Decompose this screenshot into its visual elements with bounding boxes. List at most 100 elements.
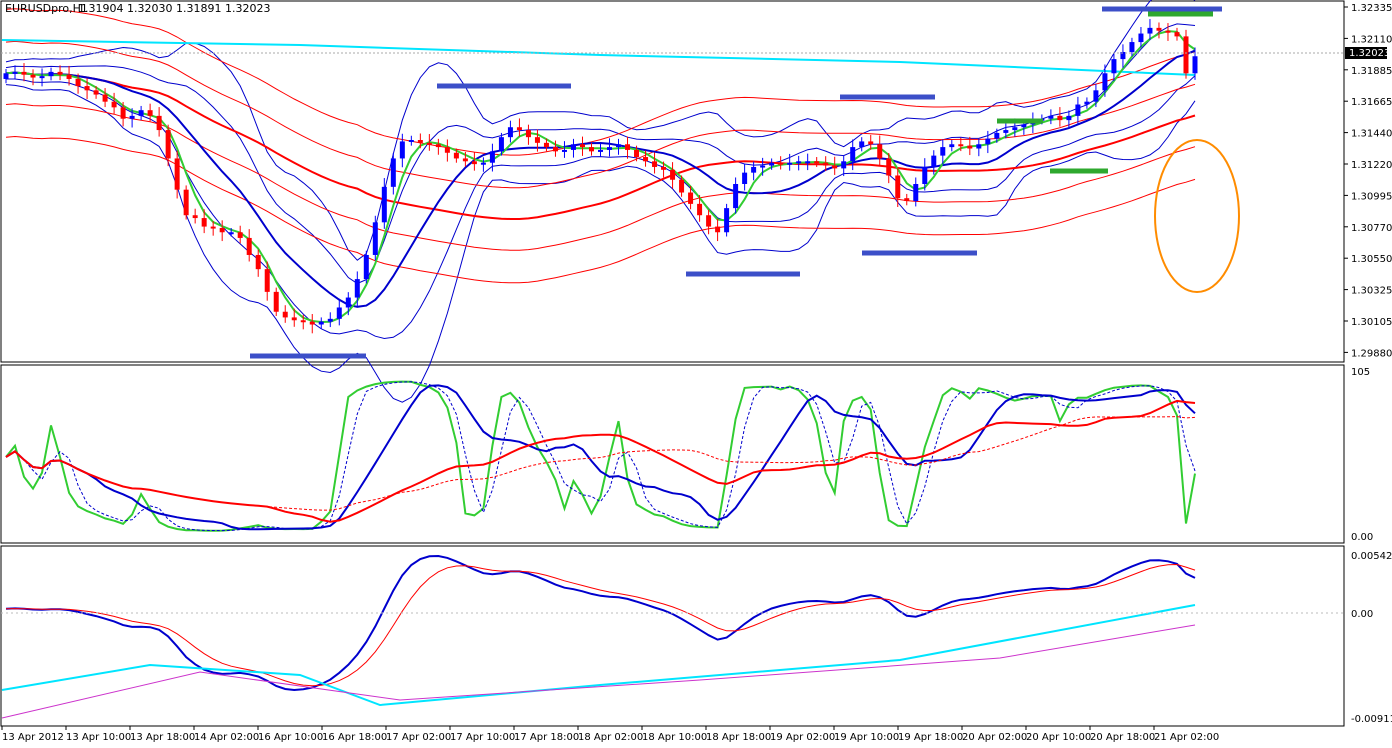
candle-body bbox=[1057, 115, 1063, 121]
macd-panel[interactable] bbox=[0, 545, 1345, 727]
candle-body bbox=[1075, 104, 1081, 116]
date-tick-label: 18 Apr 02:00 bbox=[578, 732, 643, 743]
stoch-long-signal bbox=[5, 416, 1196, 511]
candle-body bbox=[679, 179, 685, 193]
candle-body bbox=[246, 237, 252, 255]
candle-body bbox=[291, 317, 297, 321]
candle-body bbox=[607, 147, 613, 150]
stoch-axis-top: 105 bbox=[1351, 367, 1370, 378]
candle-body bbox=[724, 208, 730, 233]
date-tick-label: 17 Apr 10:00 bbox=[450, 732, 515, 743]
candle-body bbox=[877, 144, 883, 159]
candle-body bbox=[570, 144, 576, 150]
candle-body bbox=[796, 161, 802, 164]
price-tick-label: 1.32110 bbox=[1351, 34, 1392, 45]
candle-body bbox=[661, 166, 667, 170]
candle-body bbox=[886, 158, 892, 176]
candle-body bbox=[48, 71, 54, 77]
candle-body bbox=[318, 321, 324, 325]
candle-body bbox=[480, 162, 486, 165]
candle-body bbox=[913, 184, 919, 202]
candle-body bbox=[327, 318, 333, 322]
annotation-ellipse[interactable] bbox=[1154, 139, 1240, 293]
candle-body bbox=[1129, 42, 1135, 52]
candle-body bbox=[282, 311, 288, 318]
candle-body bbox=[670, 169, 676, 180]
candle-body bbox=[255, 254, 261, 270]
candle-body bbox=[534, 137, 540, 143]
candle-body bbox=[859, 141, 865, 148]
macd-axis-bottom: -0.00911 bbox=[1351, 714, 1392, 725]
ohlc-label: 1.31904 1.32030 1.31891 1.32023 bbox=[78, 2, 270, 15]
envelope-lower bbox=[5, 135, 1196, 284]
candle-body bbox=[760, 165, 766, 168]
date-tick-label: 13 Apr 10:00 bbox=[66, 732, 131, 743]
date-tick-label: 16 Apr 10:00 bbox=[258, 732, 323, 743]
price-tick-label: 1.30105 bbox=[1351, 317, 1392, 328]
candle-body bbox=[264, 269, 270, 292]
candle-body bbox=[1138, 33, 1144, 43]
candle-body bbox=[435, 144, 441, 148]
candle-body bbox=[1012, 127, 1018, 131]
candle-body bbox=[588, 147, 594, 152]
stochastic-panel[interactable] bbox=[0, 364, 1345, 544]
current-price-label: 1.32023 bbox=[1349, 48, 1390, 59]
candle-body bbox=[715, 226, 721, 233]
date-tick-label: 21 Apr 02:00 bbox=[1154, 732, 1219, 743]
candle-body bbox=[183, 189, 189, 216]
candle-body bbox=[300, 320, 306, 323]
candle-body bbox=[652, 161, 658, 167]
candle-body bbox=[444, 147, 450, 153]
date-tick-label: 13 Apr 18:00 bbox=[130, 732, 195, 743]
date-tick-label: 20 Apr 10:00 bbox=[1026, 732, 1091, 743]
candle-body bbox=[1048, 115, 1054, 119]
candle-body bbox=[1165, 30, 1171, 33]
date-tick-label: 16 Apr 18:00 bbox=[322, 732, 387, 743]
date-tick-label: 19 Apr 02:00 bbox=[770, 732, 835, 743]
date-tick-label: 17 Apr 02:00 bbox=[386, 732, 451, 743]
candle-body bbox=[958, 144, 964, 147]
date-tick-label: 18 Apr 10:00 bbox=[642, 732, 707, 743]
stoch-axis-bottom: 0.00 bbox=[1351, 532, 1373, 543]
candle-body bbox=[192, 215, 198, 219]
candle-body bbox=[994, 132, 1000, 139]
candle-body bbox=[417, 140, 423, 143]
candle-body bbox=[489, 151, 495, 163]
candle-body bbox=[976, 144, 982, 149]
candle-body bbox=[931, 155, 937, 167]
candle-body bbox=[210, 226, 216, 229]
macd-cyan-line bbox=[1, 604, 1196, 707]
candle-body bbox=[309, 321, 315, 325]
candle-body bbox=[751, 166, 757, 173]
candle-body bbox=[697, 203, 703, 216]
date-tick-label: 19 Apr 18:00 bbox=[898, 732, 963, 743]
price-tick-label: 1.31885 bbox=[1351, 66, 1392, 77]
stoch-long-line bbox=[5, 399, 1196, 523]
candle-body bbox=[408, 140, 414, 142]
candle-body bbox=[453, 152, 459, 159]
candle-body bbox=[3, 73, 9, 79]
candle-body bbox=[273, 291, 279, 312]
candle-body bbox=[598, 149, 603, 152]
candle-body bbox=[634, 149, 640, 158]
candle-body bbox=[616, 144, 622, 148]
candle-body bbox=[30, 74, 36, 78]
stoch-signal-line bbox=[5, 381, 1196, 532]
envelope-lower bbox=[5, 103, 1196, 251]
candle-body bbox=[1093, 90, 1099, 102]
candle-body bbox=[156, 115, 162, 131]
candle-body bbox=[868, 141, 874, 145]
candle-body bbox=[336, 307, 342, 319]
candle-body bbox=[733, 184, 739, 209]
price-tick-label: 1.30995 bbox=[1351, 191, 1392, 202]
candle-body bbox=[643, 157, 649, 162]
candle-body bbox=[498, 137, 504, 152]
candle-body bbox=[120, 107, 126, 119]
candle-body bbox=[129, 115, 135, 119]
date-tick-label: 18 Apr 18:00 bbox=[706, 732, 771, 743]
candle-body bbox=[787, 162, 793, 165]
candle-body bbox=[1174, 32, 1180, 37]
candle-body bbox=[147, 110, 153, 116]
